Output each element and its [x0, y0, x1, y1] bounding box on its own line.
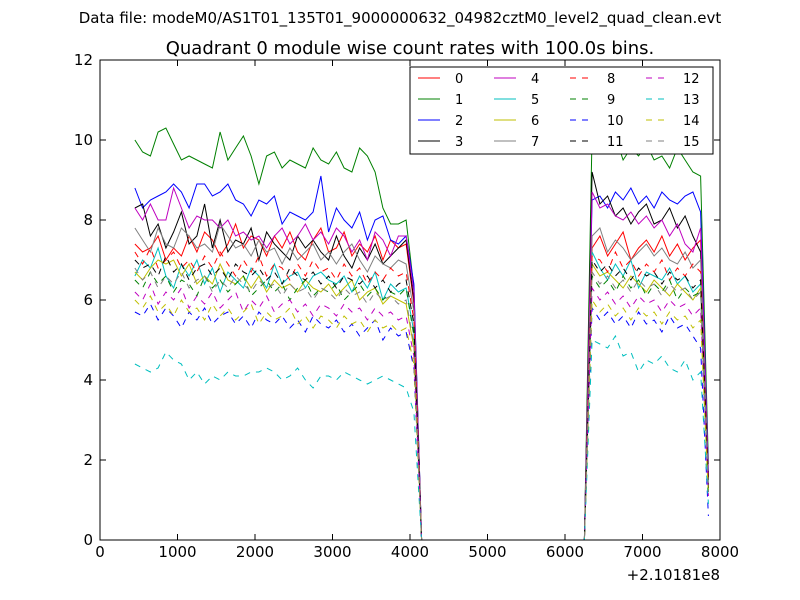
x-tick-label: 7000 [623, 543, 661, 561]
legend-label-0: 0 [455, 72, 463, 87]
y-tick-label: 6 [83, 291, 93, 309]
series-8-line [134, 246, 709, 541]
legend-label-3: 3 [455, 135, 463, 150]
y-tick-label: 8 [83, 211, 93, 229]
legend-label-12: 12 [683, 72, 700, 87]
legend-label-4: 4 [531, 72, 539, 87]
y-tick-label: 4 [83, 371, 93, 389]
legend-label-5: 5 [531, 93, 539, 108]
x-tick-label: 8000 [701, 543, 739, 561]
series-13-line [134, 334, 709, 541]
x-tick-label: 2000 [236, 543, 274, 561]
legend-label-7: 7 [531, 135, 539, 150]
y-tick-label: 10 [74, 131, 93, 149]
x-tick-label: 3000 [313, 543, 351, 561]
series-14-line [134, 294, 709, 541]
series-2-line [134, 175, 709, 541]
x-tick-label: 4000 [391, 543, 429, 561]
legend-label-10: 10 [607, 114, 624, 129]
legend-label-11: 11 [607, 135, 624, 150]
legend-label-14: 14 [683, 114, 700, 129]
legend-label-13: 13 [683, 93, 700, 108]
series-9-line [134, 270, 709, 541]
series-12-line [134, 282, 709, 541]
suptitle: Data file: modeM0/AS1T01_135T01_90000006… [79, 9, 722, 28]
legend-label-6: 6 [531, 114, 539, 129]
series-10-line [134, 302, 709, 541]
series-5-line [134, 246, 709, 541]
chart-title: Quadrant 0 module wise count rates with … [166, 38, 655, 59]
plot-lines [134, 127, 709, 541]
axes-frame [99, 59, 721, 541]
legend-label-1: 1 [455, 93, 463, 108]
y-tick-label: 2 [83, 451, 93, 469]
legend-label-15: 15 [683, 135, 700, 150]
series-11-line [134, 254, 709, 541]
series-1-line [134, 127, 709, 541]
x-tick-label: 0 [95, 543, 105, 561]
y-tick-label: 12 [74, 51, 93, 69]
y-tick-label: 0 [83, 531, 93, 549]
series-4-line [134, 186, 709, 541]
series-7-line [134, 222, 709, 541]
legend-label-2: 2 [455, 114, 463, 129]
series-6-line [134, 259, 709, 541]
x-tick-label: 1000 [158, 543, 196, 561]
x-axis: 0 1000 2000 3000 4000 5000 6000 7000 8000 [95, 60, 739, 561]
x-offset-label: +2.10181e8 [627, 566, 720, 584]
x-tick-label: 5000 [468, 543, 506, 561]
legend-label-8: 8 [607, 72, 615, 87]
series-15-line [134, 267, 709, 541]
series-0-line [134, 222, 709, 541]
legend-box [409, 66, 714, 155]
x-tick-label: 6000 [546, 543, 584, 561]
legend-label-9: 9 [607, 93, 615, 108]
